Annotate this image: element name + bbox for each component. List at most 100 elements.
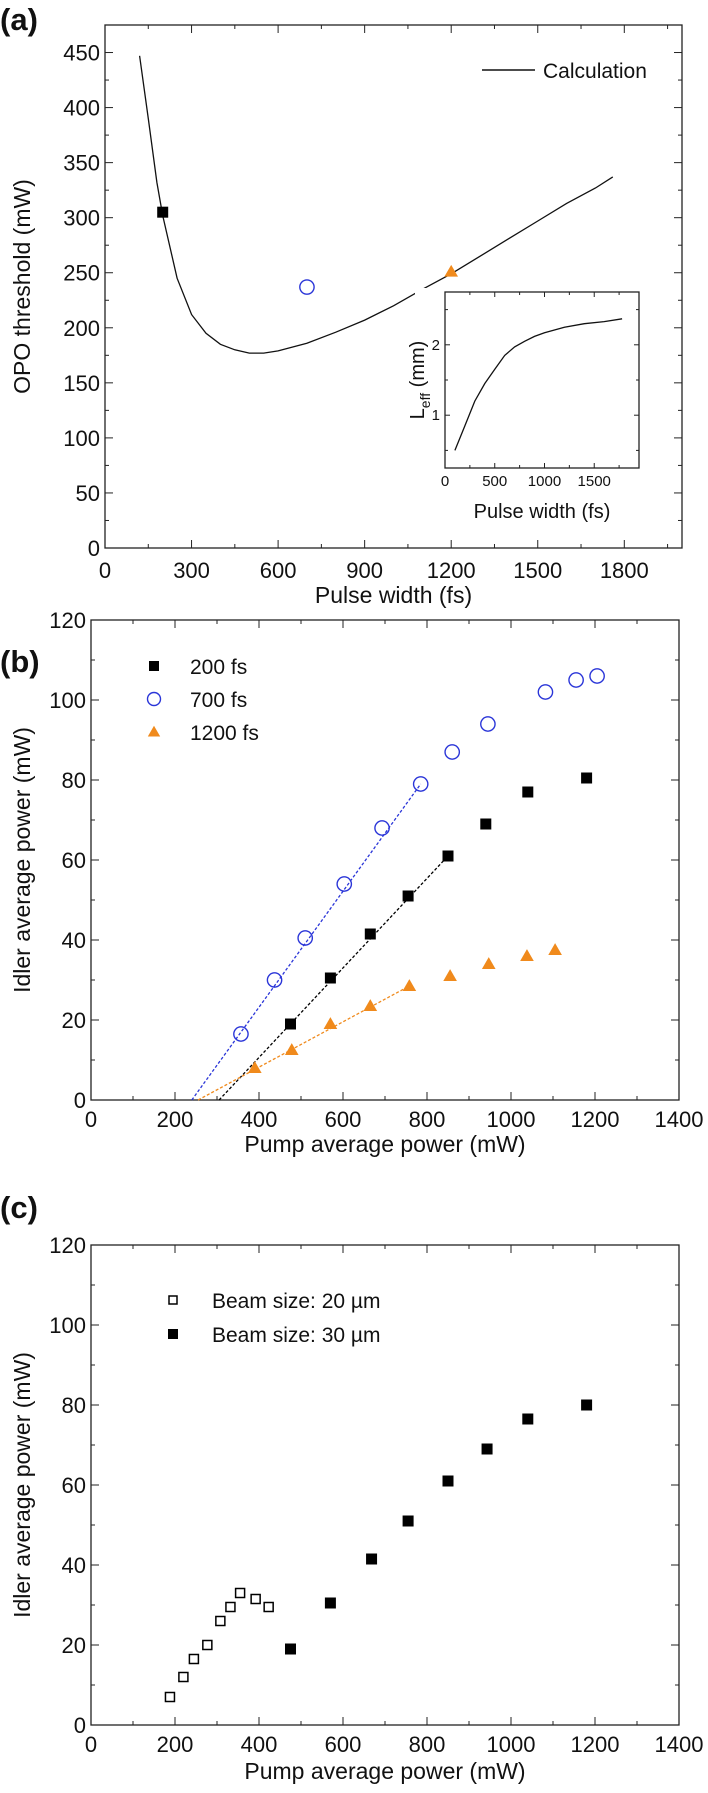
series-leff bbox=[454, 318, 623, 451]
series-beam-size-30-m bbox=[285, 1399, 593, 1655]
series-1200-fs bbox=[197, 943, 562, 1101]
legend-marker bbox=[146, 691, 162, 707]
y-axis-title-unit: (mm) bbox=[407, 341, 429, 393]
series-line bbox=[138, 55, 614, 354]
data-point bbox=[442, 850, 454, 862]
data-point bbox=[285, 1018, 296, 1030]
y-axis-title: OPO threshold (mW) bbox=[9, 179, 35, 394]
y-tick-label: 200 bbox=[63, 316, 100, 341]
y-tick-label: 0 bbox=[74, 1713, 86, 1738]
legend-marker bbox=[168, 1329, 178, 1339]
x-tick-label: 400 bbox=[241, 1732, 278, 1757]
data-point bbox=[581, 772, 593, 784]
y-tick-label: 80 bbox=[62, 1393, 86, 1418]
data-point bbox=[520, 949, 534, 961]
data-point bbox=[250, 1593, 261, 1605]
data-point bbox=[537, 684, 554, 700]
series-200-fs bbox=[157, 206, 169, 218]
series-700-fs bbox=[299, 279, 315, 295]
y-tick-label: 20 bbox=[62, 1008, 86, 1033]
x-tick-label: 1000 bbox=[487, 1732, 536, 1757]
legend: Calculation bbox=[482, 60, 647, 83]
legend-label: Calculation bbox=[543, 60, 647, 83]
panel-label-c: (c) bbox=[0, 1190, 38, 1225]
data-point bbox=[284, 1043, 299, 1055]
y-tick-label: 100 bbox=[63, 426, 100, 451]
x-tick-label: 1500 bbox=[578, 473, 611, 490]
x-axis-title: Pulse width (fs) bbox=[474, 501, 611, 523]
data-point bbox=[522, 786, 534, 798]
series-calculation bbox=[138, 55, 614, 354]
y-tick-label: 450 bbox=[63, 41, 100, 66]
legend-label: Beam size: 20 µm bbox=[212, 1290, 381, 1313]
legend-label: 200 fs bbox=[190, 656, 247, 679]
data-point bbox=[336, 876, 353, 892]
data-point bbox=[522, 1413, 534, 1425]
data-point bbox=[481, 957, 496, 969]
legend-marker bbox=[168, 1295, 178, 1305]
x-tick-label: 1000 bbox=[528, 473, 561, 490]
y-tick-label: 60 bbox=[62, 1473, 86, 1498]
x-tick-label: 1200 bbox=[427, 558, 476, 583]
x-tick-label: 1200 bbox=[571, 1107, 620, 1132]
data-point bbox=[443, 969, 457, 981]
y-tick-label: 250 bbox=[63, 261, 100, 286]
data-point bbox=[374, 820, 390, 836]
legend-label: Beam size: 30 µm bbox=[212, 1324, 381, 1347]
y-tick-label: 120 bbox=[49, 608, 86, 633]
y-tick-label: 0 bbox=[88, 536, 100, 561]
y-tick-label: 20 bbox=[62, 1633, 86, 1658]
data-point bbox=[234, 1587, 246, 1599]
data-point bbox=[402, 1515, 414, 1527]
x-tick-label: 1500 bbox=[513, 558, 562, 583]
y-axis-title: Idler average power (mW) bbox=[9, 727, 35, 993]
data-point bbox=[581, 1399, 593, 1411]
x-tick-label: 900 bbox=[346, 558, 383, 583]
x-tick-label: 800 bbox=[409, 1732, 446, 1757]
data-point bbox=[324, 972, 336, 984]
x-tick-label: 500 bbox=[482, 473, 507, 490]
data-point bbox=[363, 999, 378, 1011]
y-tick-label: 400 bbox=[63, 96, 100, 121]
x-tick-label: 1400 bbox=[655, 1107, 704, 1132]
y-tick-label: 2 bbox=[432, 337, 440, 354]
y-tick-label: 1 bbox=[432, 407, 440, 424]
data-point bbox=[364, 928, 376, 940]
legend-label: 700 fs bbox=[190, 689, 247, 712]
plot-frame bbox=[90, 619, 680, 1101]
series-200-fs bbox=[218, 772, 593, 1101]
data-point bbox=[202, 1639, 213, 1651]
x-tick-label: 0 bbox=[85, 1732, 97, 1757]
y-tick-label: 100 bbox=[49, 688, 86, 713]
data-point bbox=[215, 1615, 226, 1627]
fit-line bbox=[191, 783, 422, 1101]
data-point bbox=[178, 1671, 189, 1683]
data-point bbox=[188, 1653, 200, 1665]
series-1200-fs bbox=[444, 264, 459, 277]
data-point bbox=[164, 1691, 176, 1703]
y-axis-title-subscript: eff bbox=[417, 393, 433, 408]
data-point bbox=[285, 1643, 296, 1655]
series-700-fs bbox=[191, 668, 605, 1101]
data-point bbox=[266, 972, 283, 988]
x-tick-label: 1800 bbox=[600, 558, 649, 583]
data-point bbox=[299, 279, 315, 295]
data-point bbox=[366, 1553, 378, 1565]
data-point bbox=[412, 776, 429, 792]
data-point bbox=[568, 672, 584, 688]
panel-label-b: (b) bbox=[0, 644, 40, 679]
legend: 200 fs 700 fs 1200 fs bbox=[146, 656, 259, 745]
x-axis-title: Pump average power (mW) bbox=[244, 1758, 525, 1784]
fit-line bbox=[197, 985, 410, 1101]
data-point bbox=[589, 668, 605, 684]
x-tick-label: 1000 bbox=[487, 1107, 536, 1132]
x-tick-label: 600 bbox=[260, 558, 297, 583]
legend-label: 1200 fs bbox=[190, 722, 259, 745]
chart-a-inset: 0 500 1000 1500 1 2 Pulse width (fs) Leff (mm) bbox=[407, 288, 649, 526]
data-point bbox=[548, 943, 562, 955]
legend-marker bbox=[149, 661, 159, 671]
data-point bbox=[324, 1597, 336, 1609]
x-tick-label: 200 bbox=[157, 1732, 194, 1757]
x-tick-label: 1200 bbox=[571, 1732, 620, 1757]
